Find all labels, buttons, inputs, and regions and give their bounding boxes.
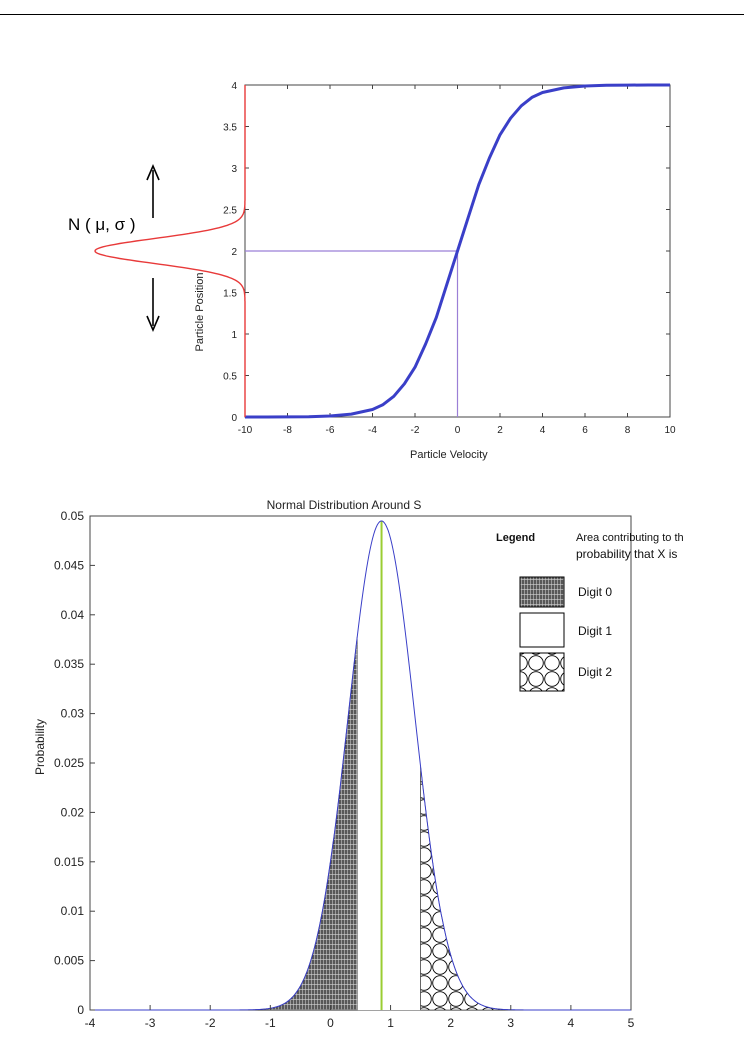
region-digit-1	[357, 520, 421, 1010]
legend-caption-line2: probability that X is	[576, 547, 677, 561]
x-tick-label: -2	[205, 1016, 216, 1030]
x-tick-label: 10	[664, 425, 676, 436]
x-tick-label: 0	[327, 1016, 334, 1030]
x-tick-label: 6	[582, 425, 588, 436]
legend-label-digit-0: Digit 0	[578, 585, 612, 599]
x-tick-label: -10	[238, 425, 253, 436]
y-tick-label: 4	[231, 81, 237, 92]
chart-title: Normal Distribution Around S	[267, 498, 422, 512]
legend-label-digit-1: Digit 1	[578, 624, 612, 638]
distribution-label: N ( μ, σ )	[68, 215, 136, 234]
legend-swatch-digit-1	[519, 612, 565, 648]
y-tick-label: 0.04	[61, 608, 85, 622]
legend: Legend Area contributing to th probabili…	[496, 532, 684, 692]
up-arrow-icon	[146, 163, 160, 218]
x-tick-label: 4	[568, 1016, 575, 1030]
x-tick-label: -1	[265, 1016, 276, 1030]
y-tick-label: 0.025	[54, 756, 84, 770]
y-tick-label: 0.5	[223, 372, 237, 383]
sigmoid-chart: -10 -8 -6 -4 -2 0 2 4 6 8 10 0 0.5 1 1.5 2 2.5 3 3.5 4 N ( …	[68, 81, 676, 461]
legend-caption-line1: Area contributing to th	[576, 532, 684, 544]
x-tick-label: -4	[85, 1016, 96, 1030]
region-digit-2	[420, 766, 631, 1011]
x-tick-label: 1	[387, 1016, 394, 1030]
page-top-rule	[0, 14, 744, 15]
legend-heading: Legend	[496, 532, 535, 544]
legend-label-digit-2: Digit 2	[578, 665, 612, 679]
y-tick-label: 0.01	[61, 904, 85, 918]
y-axis-label: Particle Position	[194, 273, 206, 352]
x-tick-label: -6	[326, 425, 335, 436]
y-tick-label: 0	[231, 413, 237, 424]
y-tick-label: 0.03	[61, 707, 85, 721]
y-tick-label: 0.045	[54, 558, 84, 572]
legend-swatch-digit-0	[519, 576, 565, 608]
x-tick-label: -8	[283, 425, 292, 436]
y-tick-label: 0.035	[54, 657, 84, 671]
y-tick-label: 0.005	[54, 954, 84, 968]
x-tick-label: 2	[497, 425, 503, 436]
y-tick-label: 1.5	[223, 289, 237, 300]
y-tick-label: 1	[231, 330, 237, 341]
y-tick-label: 0	[77, 1003, 84, 1017]
x-tick-label: -4	[368, 425, 377, 436]
y-tick-label: 3.5	[223, 123, 237, 134]
y-tick-label: 2.5	[223, 206, 237, 217]
y-axis-label: Probability	[33, 719, 47, 775]
x-tick-label: 8	[625, 425, 631, 436]
x-tick-label: -3	[145, 1016, 156, 1030]
x-tick-label: 2	[447, 1016, 454, 1030]
x-tick-label: -2	[411, 425, 420, 436]
side-gaussian	[94, 85, 246, 417]
down-arrow-icon	[146, 278, 160, 333]
normal-curve	[90, 520, 631, 1011]
y-tick-label: 0.015	[54, 855, 84, 869]
normal-distribution-chart: Normal Distribution Around S -4 -3 -2 -1 0 1 2…	[33, 498, 684, 1030]
y-tick-label: 0.05	[61, 509, 85, 523]
sigmoid-curve	[245, 83, 670, 419]
region-digit-0	[90, 634, 358, 1011]
x-tick-label: 0	[455, 425, 461, 436]
y-tick-label: 2	[231, 247, 237, 258]
x-tick-label: 3	[507, 1016, 514, 1030]
x-tick-label: 4	[540, 425, 546, 436]
x-axis-label: Particle Velocity	[410, 449, 488, 461]
x-tick-label: 5	[628, 1016, 635, 1030]
y-tick-label: 0.02	[61, 805, 85, 819]
legend-swatch-digit-2	[519, 652, 565, 692]
y-tick-label: 3	[231, 164, 237, 175]
